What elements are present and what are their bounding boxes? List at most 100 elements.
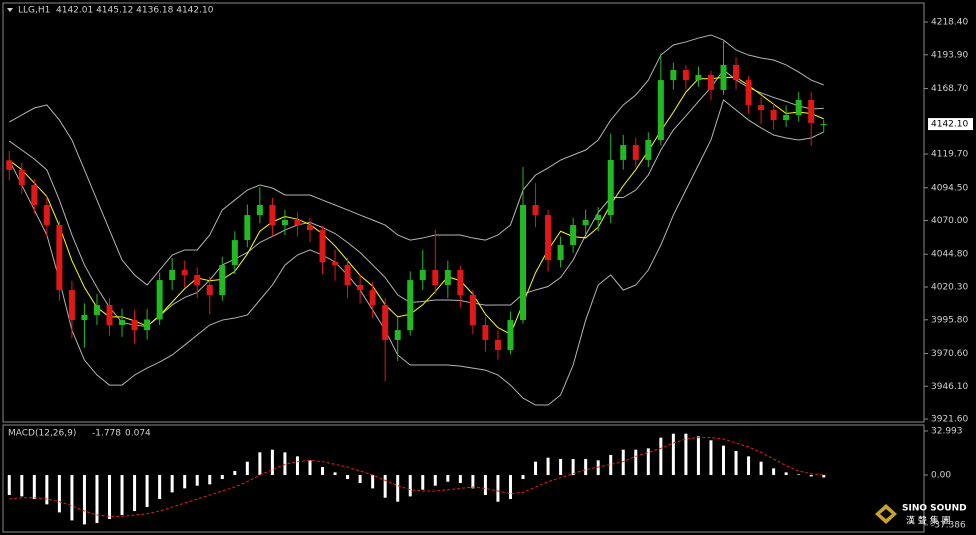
candle-body — [670, 70, 677, 81]
candle-body — [294, 219, 301, 226]
macd-bar — [559, 459, 563, 476]
y-tick-label: 4119.70 — [931, 150, 968, 160]
macd-bar — [95, 475, 99, 524]
macd-bar — [621, 449, 625, 476]
candle-body — [269, 205, 276, 226]
macd-bar — [496, 475, 500, 502]
macd-bar — [596, 460, 600, 476]
candle-body — [733, 64, 740, 81]
macd-bar — [108, 475, 112, 520]
candle-body — [783, 114, 790, 121]
candle-body — [582, 219, 589, 226]
macd-bar — [521, 475, 525, 480]
candle-body — [306, 225, 313, 231]
macd-bar — [458, 475, 462, 484]
macd-bar — [546, 457, 550, 476]
macd-bar — [508, 475, 512, 500]
candle-body — [545, 215, 552, 260]
candle-body — [219, 265, 226, 296]
candle-body — [695, 74, 702, 81]
main-panel — [2, 2, 925, 423]
macd-bar — [696, 436, 700, 476]
macd-bar — [45, 475, 49, 505]
candle-body — [432, 270, 439, 286]
candle-body — [81, 314, 88, 321]
candle-body — [43, 205, 50, 226]
y-tick-label: 0.00 — [931, 471, 951, 481]
y-tick-label: 32.993 — [931, 427, 963, 437]
candle-body — [144, 319, 151, 331]
macd-bar — [421, 475, 425, 490]
macd-bar — [82, 475, 86, 525]
candle-body — [632, 145, 639, 160]
candle-body — [570, 225, 577, 246]
candle-body — [181, 270, 188, 275]
macd-bar — [809, 475, 813, 477]
macd-bar — [183, 475, 187, 489]
menu-arrow — [7, 8, 13, 12]
macd-bar — [195, 475, 199, 486]
candle-body — [281, 219, 288, 226]
candle-body — [507, 320, 514, 351]
candle-body — [457, 270, 464, 296]
candle-body — [382, 305, 389, 340]
macd-bar — [684, 433, 688, 476]
macd-bar — [433, 475, 437, 486]
y-tick-label: 4218.40 — [931, 17, 968, 27]
candle-body — [319, 230, 326, 262]
watermark: SINO SOUND 漢 聲 集 團 — [875, 504, 967, 527]
logo-inner — [880, 509, 892, 519]
candle-body — [68, 290, 75, 321]
macd-bar — [258, 452, 262, 476]
bollinger-band — [8, 69, 824, 328]
y-tick-label: 4070.00 — [931, 216, 968, 226]
candle-body — [707, 74, 714, 90]
macd-bar — [158, 475, 162, 500]
y-tick-label: 4094.50 — [931, 183, 968, 193]
candle-body — [482, 325, 489, 340]
candle-body — [808, 99, 815, 123]
signal-value: 0.074 — [125, 429, 151, 439]
main-plot — [6, 34, 827, 406]
candle-body — [256, 205, 263, 216]
candle-body — [6, 160, 13, 170]
macd-bar — [220, 475, 224, 480]
macd-bar — [471, 475, 475, 489]
candle-body — [206, 285, 213, 296]
candle-body — [407, 280, 414, 331]
candle-body — [520, 205, 527, 321]
candle-body — [244, 215, 251, 241]
candle-body — [657, 80, 664, 140]
candle-body — [169, 270, 176, 281]
macd-bar — [120, 475, 124, 516]
macd-bar — [483, 475, 487, 496]
price-box — [928, 118, 973, 131]
macd-bar — [383, 475, 387, 498]
macd-bar — [584, 459, 588, 476]
candle-body — [469, 295, 476, 326]
macd-value: -1.778 — [92, 429, 121, 439]
candle-body — [394, 330, 401, 340]
macd-bar — [295, 456, 299, 476]
candle-body — [31, 185, 38, 206]
macd-bar — [709, 440, 713, 476]
candle-body — [607, 159, 614, 216]
candle-body — [131, 320, 138, 331]
macd-bar — [245, 461, 249, 476]
quote: 4142.01 4145.12 4136.18 4142.10 — [56, 6, 214, 16]
macd-bar — [133, 475, 137, 512]
candle-body — [357, 285, 364, 291]
moving-average — [8, 76, 824, 335]
candle-body — [795, 99, 802, 115]
macd-bar — [534, 461, 538, 476]
candle-body — [332, 261, 339, 266]
bollinger-band — [9, 34, 824, 286]
candle-body — [494, 339, 501, 351]
macd-title: MACD(12,26,9) — [8, 429, 76, 439]
y-tick-label: 4044.80 — [931, 250, 968, 260]
candle-body — [820, 124, 827, 126]
macd-bar — [358, 475, 362, 484]
macd-bar — [308, 460, 312, 476]
candle-body — [595, 215, 602, 220]
macd-bar — [721, 445, 725, 476]
